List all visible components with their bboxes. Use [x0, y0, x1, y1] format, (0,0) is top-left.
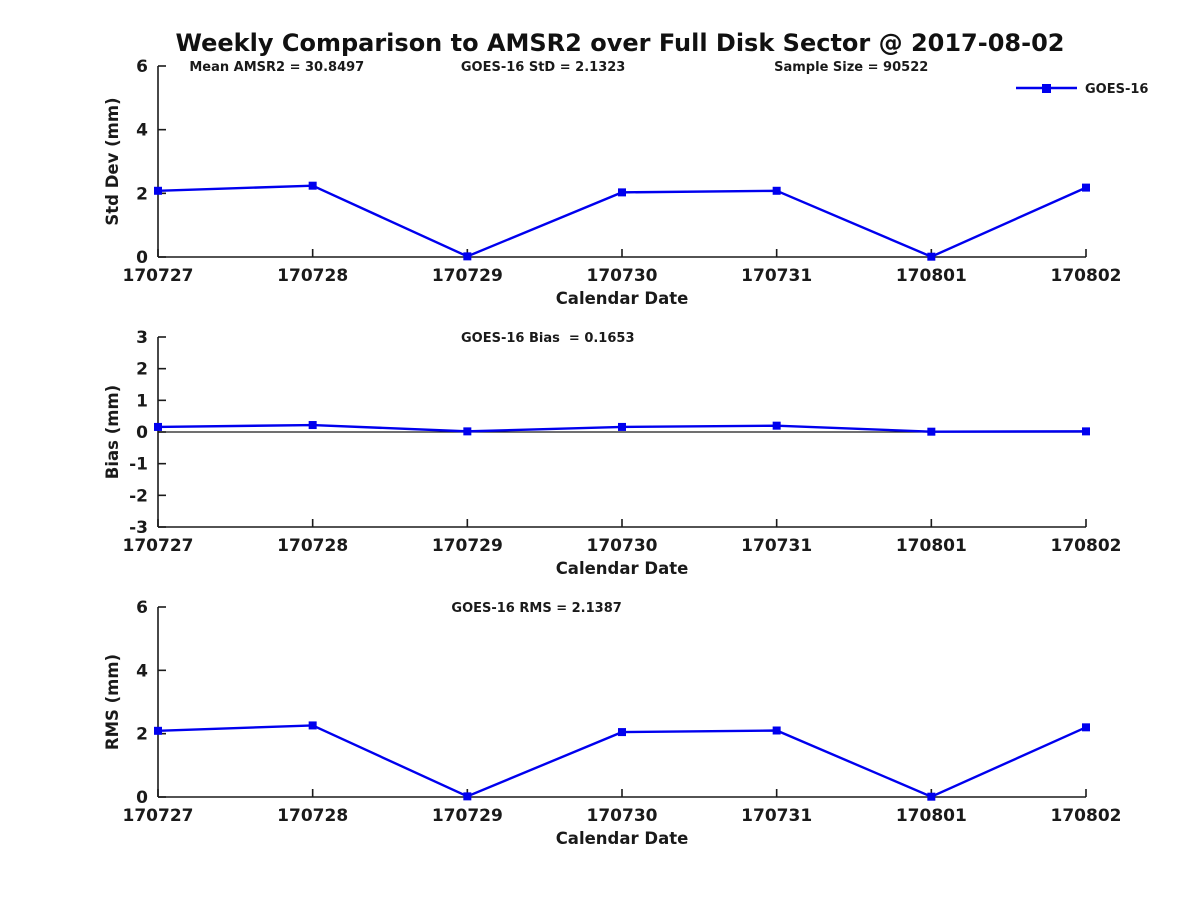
x-tick-label: 170729: [432, 536, 503, 556]
y-tick-label: 4: [136, 121, 148, 141]
data-point-marker: [154, 422, 162, 431]
data-point-marker: [772, 421, 781, 430]
x-tick-label: 170801: [896, 536, 967, 556]
y-axis-title: Bias (mm): [103, 385, 122, 479]
data-point-marker: [618, 188, 626, 197]
data-point-marker: [927, 252, 936, 261]
x-tick-label: 170728: [277, 806, 348, 826]
x-tick-label: 170730: [587, 536, 658, 556]
x-axis-title: Calendar Date: [556, 829, 689, 848]
figure-title: Weekly Comparison to AMSR2 over Full Dis…: [175, 29, 1065, 57]
y-axis-title: RMS (mm): [103, 654, 122, 750]
data-point-marker: [927, 792, 936, 801]
x-tick-label: 170727: [123, 536, 194, 556]
x-tick-label: 170731: [741, 806, 812, 826]
x-tick-label: 170729: [432, 806, 503, 826]
data-point-marker: [154, 186, 162, 195]
data-point-marker: [308, 721, 317, 730]
data-point-marker: [1082, 723, 1090, 732]
y-tick-label: 1: [136, 391, 148, 411]
legend: GOES-16: [1016, 82, 1148, 97]
y-tick-label: 2: [136, 360, 148, 380]
chart-rms: 0 2 4 6 170727 170728 170729 170730 170731 170801…: [103, 598, 1121, 848]
y-tick-label: 3: [136, 328, 148, 348]
annotation: Mean AMSR2 = 30.8497: [189, 60, 364, 75]
y-tick-label: 4: [136, 661, 148, 681]
x-tick-label: 170728: [277, 266, 348, 286]
x-tick-label: 170730: [587, 266, 658, 286]
y-tick-label: 0: [136, 788, 148, 808]
x-tick-label: 170729: [432, 266, 503, 286]
annotation: GOES-16 StD = 2.1323: [461, 60, 625, 75]
y-tick-label: -1: [129, 455, 148, 475]
x-tick-label: 170731: [741, 536, 812, 556]
data-point-marker: [308, 421, 317, 430]
data-point-marker: [927, 427, 936, 436]
x-tick-label: 170731: [741, 266, 812, 286]
data-point-marker: [772, 186, 781, 195]
x-tick-label: 170727: [123, 266, 194, 286]
y-tick-label: 6: [136, 57, 148, 77]
data-point-marker: [772, 726, 781, 735]
y-tick-label: 2: [136, 725, 148, 745]
annotation: Sample Size = 90522: [774, 60, 928, 75]
x-axis-title: Calendar Date: [556, 289, 689, 308]
data-point-marker: [463, 792, 472, 801]
data-point-marker: [618, 728, 626, 737]
y-tick-label: -3: [129, 518, 148, 538]
series-line: [157, 724, 1087, 798]
legend-marker: [1042, 84, 1051, 93]
x-tick-label: 170728: [277, 536, 348, 556]
data-point-marker: [308, 181, 317, 190]
x-tick-label: 170802: [1051, 536, 1122, 556]
x-tick-label: 170730: [587, 806, 658, 826]
y-tick-label: 0: [136, 423, 148, 443]
chart-std-dev: 0 2 4 6 170727 170728 170729 170730 170731 170801…: [103, 57, 1148, 308]
y-tick-label: 0: [136, 248, 148, 268]
data-point-marker: [618, 422, 626, 431]
data-point-marker: [463, 252, 472, 261]
x-tick-label: 170801: [896, 266, 967, 286]
x-tick-label: 170802: [1051, 266, 1122, 286]
y-tick-label: 6: [136, 598, 148, 618]
chart-bias: -3 -2 -1 0 1 2 3 170727 170728 170729 170730 170731…: [103, 328, 1121, 578]
y-axis-title: Std Dev (mm): [103, 97, 122, 225]
annotation: GOES-16 Bias = 0.1653: [461, 331, 635, 346]
y-tick-label: 2: [136, 184, 148, 204]
data-point-marker: [463, 427, 472, 436]
x-tick-label: 170727: [123, 806, 194, 826]
x-axis-title: Calendar Date: [556, 559, 689, 578]
data-point-marker: [1082, 183, 1090, 192]
x-tick-label: 170802: [1051, 806, 1122, 826]
legend-label: GOES-16: [1085, 82, 1148, 97]
data-point-marker: [154, 726, 162, 735]
annotation: GOES-16 RMS = 2.1387: [451, 601, 621, 616]
x-tick-label: 170801: [896, 806, 967, 826]
y-tick-label: -2: [129, 486, 148, 506]
data-point-marker: [1082, 427, 1090, 436]
